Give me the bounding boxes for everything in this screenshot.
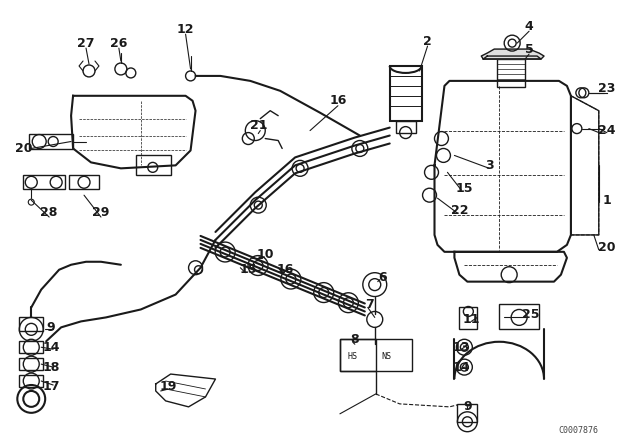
Bar (460, 307, 477, 329)
Polygon shape (454, 252, 567, 282)
Text: 16: 16 (329, 94, 347, 107)
Text: 7: 7 (365, 298, 374, 311)
Text: 3: 3 (485, 159, 493, 172)
Text: 21: 21 (250, 119, 267, 132)
Text: 15: 15 (239, 263, 257, 276)
Text: 22: 22 (451, 203, 468, 216)
Text: 23: 23 (598, 82, 616, 95)
Bar (19, 358, 44, 370)
Bar (340, 339, 412, 371)
Bar (19, 318, 44, 332)
Text: 17: 17 (42, 380, 60, 393)
Text: 1: 1 (602, 194, 611, 207)
Text: 18: 18 (42, 361, 60, 374)
Text: 5: 5 (525, 43, 534, 56)
Text: 6: 6 (378, 271, 387, 284)
Text: 12: 12 (177, 23, 195, 36)
Bar (497, 59, 525, 87)
Bar (458, 404, 477, 422)
Text: C0007876: C0007876 (559, 426, 599, 435)
Bar (340, 339, 376, 371)
Text: 8: 8 (351, 333, 359, 346)
Bar (23, 175, 65, 189)
Text: 13: 13 (452, 341, 470, 354)
Polygon shape (481, 49, 544, 59)
Text: 14: 14 (42, 341, 60, 354)
Text: 4: 4 (525, 20, 534, 33)
Text: 9: 9 (47, 321, 56, 334)
Text: 19: 19 (160, 380, 177, 393)
Text: 16: 16 (276, 263, 294, 276)
Text: 26: 26 (110, 37, 127, 50)
Polygon shape (483, 56, 541, 59)
Text: 28: 28 (40, 206, 58, 219)
Bar (390, 66, 422, 121)
Bar (69, 175, 99, 189)
Text: 15: 15 (456, 182, 473, 195)
Text: 25: 25 (522, 308, 540, 321)
Text: 2: 2 (423, 34, 432, 47)
Polygon shape (435, 81, 571, 252)
Text: 14: 14 (452, 361, 470, 374)
Text: 24: 24 (598, 124, 616, 137)
Bar (136, 155, 171, 175)
Text: NS: NS (381, 352, 392, 361)
Polygon shape (71, 96, 196, 168)
Polygon shape (571, 96, 599, 235)
Bar (19, 375, 44, 387)
Text: 11: 11 (463, 313, 480, 326)
Text: 20: 20 (15, 142, 32, 155)
Bar (396, 121, 415, 133)
Text: 20: 20 (598, 241, 616, 254)
Text: HS: HS (348, 352, 358, 361)
Text: 9: 9 (463, 401, 472, 414)
Bar (19, 341, 44, 353)
Text: 29: 29 (92, 206, 109, 219)
Bar (29, 134, 73, 150)
Text: 27: 27 (77, 37, 95, 50)
Text: 10: 10 (257, 248, 274, 261)
Bar (499, 305, 539, 329)
Polygon shape (156, 374, 216, 407)
